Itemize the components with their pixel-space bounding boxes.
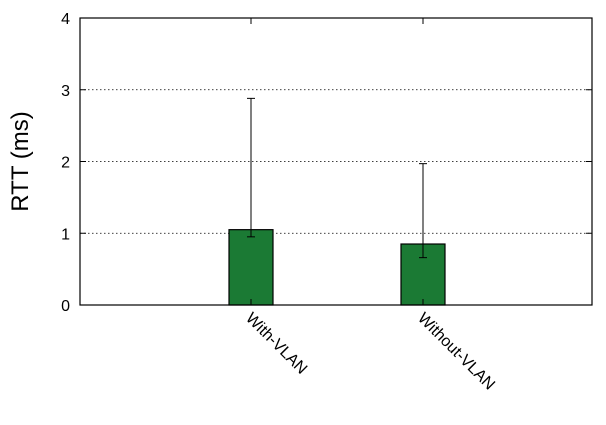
error-bar-with-vlan xyxy=(247,97,255,238)
gridlines xyxy=(80,89,592,234)
error-bar-without-vlan xyxy=(419,163,427,259)
y-tick-label: 2 xyxy=(61,155,70,172)
y-tick-label: 4 xyxy=(61,11,70,28)
y-tick-label: 1 xyxy=(61,226,70,243)
y-ticks: 0 1 2 3 4 xyxy=(61,11,592,315)
x-category-labels: With-VLAN Without-VLAN xyxy=(242,310,498,394)
error-bars xyxy=(247,97,427,259)
y-tick-label: 3 xyxy=(61,83,70,100)
y-axis-label: RTT (ms) xyxy=(7,111,34,211)
y-tick-label: 0 xyxy=(61,298,70,315)
x-category-label: Without-VLAN xyxy=(414,310,498,394)
bar-with-vlan xyxy=(228,229,274,306)
x-category-label: With-VLAN xyxy=(242,310,310,378)
